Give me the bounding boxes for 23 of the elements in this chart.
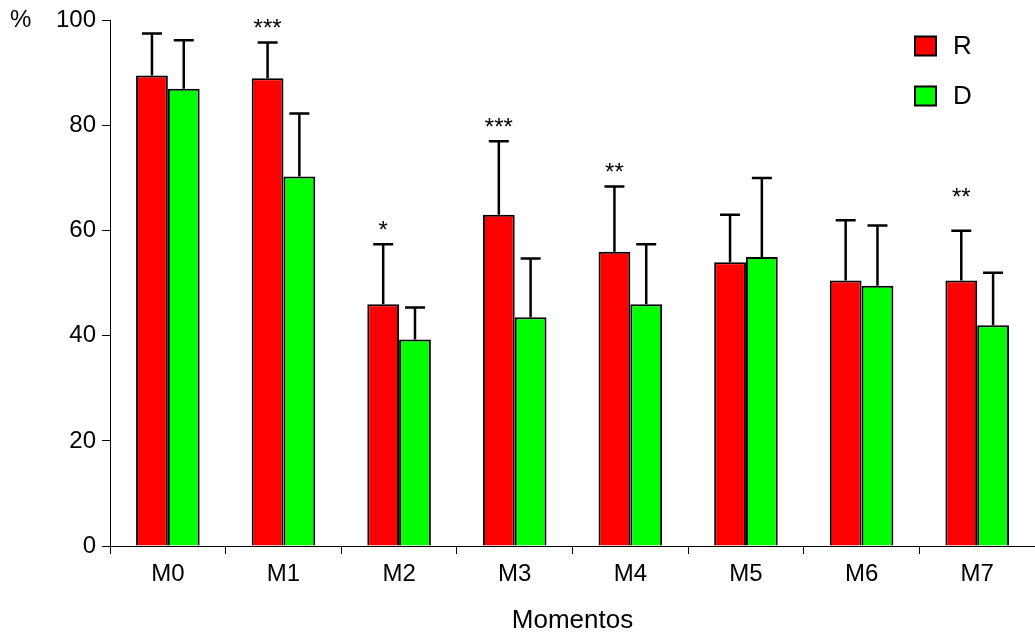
y-axis-title: % bbox=[10, 5, 32, 33]
data-label: ** bbox=[605, 158, 624, 186]
y-tick-label: 0 bbox=[82, 530, 97, 558]
legend-label: D bbox=[953, 79, 972, 110]
x-tick-label: M5 bbox=[729, 559, 763, 587]
y-tick-label: 40 bbox=[69, 320, 97, 348]
y-tick-label: 20 bbox=[69, 425, 97, 453]
y-tick-label: 80 bbox=[69, 110, 97, 138]
x-axis-title: Momentos bbox=[511, 603, 634, 634]
data-label: *** bbox=[484, 113, 513, 141]
y-tick-label: 100 bbox=[56, 5, 97, 33]
x-tick-label: M3 bbox=[498, 559, 532, 587]
x-tick-label: M0 bbox=[151, 559, 185, 587]
data-label: *** bbox=[253, 14, 282, 42]
x-tick-label: M1 bbox=[266, 559, 301, 587]
x-tick-label: M6 bbox=[844, 559, 879, 587]
data-label: ** bbox=[951, 182, 971, 210]
y-tick-label: 60 bbox=[69, 215, 97, 243]
data-label: * bbox=[378, 216, 388, 244]
x-tick-label: M4 bbox=[613, 559, 647, 587]
x-tick-label: M7 bbox=[960, 559, 994, 587]
x-tick-label: M2 bbox=[382, 559, 416, 587]
legend-label: R bbox=[953, 29, 972, 60]
